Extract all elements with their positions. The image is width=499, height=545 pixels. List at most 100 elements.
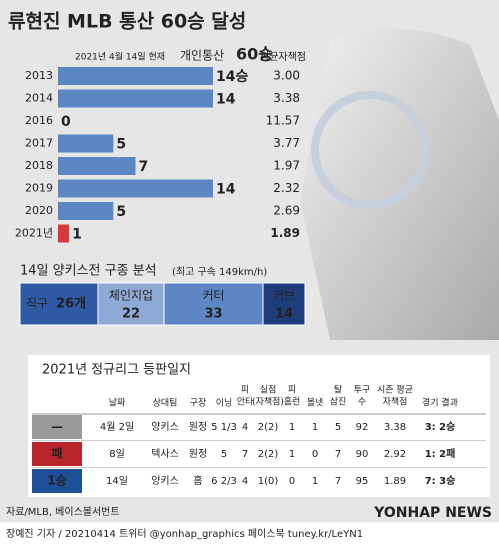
table-cell: 2(2) (258, 449, 279, 460)
year-label: 2019 (25, 182, 53, 195)
value-label: 5 (116, 204, 126, 220)
table-cell: 7 (335, 476, 341, 487)
year-label: 2016 (25, 114, 53, 127)
row-badge (32, 442, 82, 466)
era-label: 2.69 (273, 204, 300, 218)
table-cell: 7 (242, 449, 248, 460)
year-label: 2013 (25, 69, 53, 82)
table-cell: 95 (356, 476, 369, 487)
table-cell: 홈 (193, 474, 202, 487)
era-label: 1.97 (273, 159, 300, 173)
row-result: 패 (51, 447, 62, 461)
table-cell: 1 (312, 422, 318, 433)
table-cell: 원정 (189, 448, 207, 460)
table-header: 삼진 (330, 397, 347, 408)
table-box (28, 355, 490, 497)
bar (58, 179, 213, 198)
table-cell: 1.89 (384, 476, 406, 487)
table-cell: 4 (242, 476, 248, 487)
value-label: 5 (116, 137, 126, 153)
table-cell: 2.92 (384, 449, 406, 460)
table-header: 시즌 평균 (377, 385, 413, 396)
table-cell: 1(0) (258, 476, 279, 487)
table-cell: 2(2) (258, 422, 279, 433)
value-label: 7 (139, 159, 149, 175)
row-badge (32, 469, 82, 493)
table-header: 피 (241, 385, 249, 396)
table-header: 탈 (334, 385, 342, 396)
source: 자료/MLB, 베이스볼서번트 (6, 506, 120, 518)
chart-title: 류현진 MLB 통산 60승 달성 (8, 11, 246, 33)
table-header: 볼넷 (307, 398, 324, 409)
pitch-name: 체인지업 (109, 289, 153, 303)
player-photo (300, 28, 499, 341)
table-cell: 텍사스 (151, 448, 179, 460)
table-cell: 3.38 (384, 422, 406, 433)
row-badge (32, 415, 82, 439)
table-cell: 1 (312, 476, 318, 487)
table-header: 상대팀 (153, 397, 178, 409)
table-header: 경기 결과 (422, 397, 458, 409)
table-cell: 1 (289, 449, 295, 460)
table-header: 날짜 (109, 398, 126, 409)
note: 2021년 4월 14일 현재 (75, 51, 165, 63)
table-cell: 0 (289, 476, 295, 487)
table-cell: 7: 3승 (425, 475, 456, 487)
credit: 장예진 기자 / 20210414 트위터 @yonhap_graphics 페… (6, 527, 363, 540)
table-cell: 양키스 (151, 475, 179, 487)
bar (58, 202, 114, 220)
table-cell: 5 (221, 449, 227, 460)
table-header: 수 (358, 397, 366, 408)
table-cell: 8일 (109, 448, 125, 460)
pitch-segment (262, 282, 306, 326)
row-result: — (51, 420, 63, 434)
era-header: 평균자책점 (260, 51, 306, 63)
table-cell: 원정 (189, 421, 207, 433)
year-label: 2021년 (15, 227, 53, 240)
table-cell: 5 (335, 422, 341, 433)
table-header: 홈런 (284, 396, 301, 408)
year-label: 2014 (25, 92, 53, 105)
era-label: 3.00 (273, 69, 300, 83)
bar (58, 224, 70, 243)
era-label: 11.57 (266, 114, 300, 128)
footer-bar (0, 522, 499, 545)
era-label: 3.77 (273, 136, 300, 150)
bar (58, 157, 136, 175)
value-label: 14승 (216, 69, 248, 85)
bar (58, 67, 213, 85)
value-label: 14 (216, 182, 236, 198)
table-header: 자책점 (383, 396, 408, 408)
table-cell: 4 (242, 422, 248, 433)
pitch-name: 커브 (273, 289, 295, 303)
value-label: 1 (72, 227, 82, 243)
table-cell: 7 (335, 449, 341, 460)
table-cell: 90 (356, 449, 369, 460)
era-label: 1.89 (270, 226, 300, 240)
year-label: 2018 (25, 159, 53, 172)
year-label: 2020 (25, 204, 53, 217)
pitch-value: 22 (122, 307, 140, 322)
highlight: 개인통산 (180, 49, 224, 63)
bar (58, 134, 114, 153)
brand: YONHAP NEWS (373, 505, 492, 521)
table-cell: 5 1/3 (211, 422, 237, 433)
table-cell: 6 2/3 (211, 476, 237, 487)
table-cell: 1 (289, 422, 295, 433)
table-cell: 1: 2패 (425, 447, 456, 460)
table-header: 피 (288, 385, 296, 396)
pitch-value: 26개 (56, 297, 86, 312)
pitch-value: 33 (204, 307, 222, 322)
pitch-name: 직구 (26, 297, 48, 311)
pitch-subtitle: (최고 구속 149km/h) (172, 266, 267, 278)
team-logo (311, 91, 429, 209)
table-header: 투구 (354, 385, 371, 396)
table-header: 실점 (260, 384, 277, 396)
pitch-name: 커터 (202, 289, 224, 303)
table-cell: 0 (312, 449, 318, 460)
table-cell: 4월 2일 (100, 421, 134, 433)
year-label: 2017 (25, 137, 53, 150)
table-title: 2021년 정규리그 등판일지 (42, 363, 191, 378)
pitch-value: 14 (275, 307, 293, 322)
